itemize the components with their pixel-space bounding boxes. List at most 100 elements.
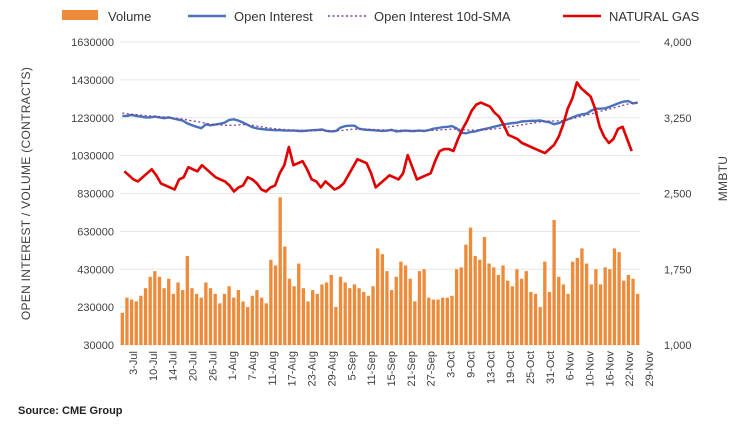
legend-label: NATURAL GAS bbox=[609, 9, 700, 24]
volume-bar bbox=[315, 293, 319, 345]
volume-bar bbox=[199, 297, 203, 345]
volume-bar bbox=[580, 248, 584, 345]
volume-bar bbox=[492, 267, 496, 345]
volume-bar bbox=[171, 293, 176, 345]
volume-bar bbox=[362, 291, 366, 345]
volume-bar bbox=[612, 248, 617, 345]
volume-bar bbox=[236, 290, 241, 345]
right-tick-label: 2,500 bbox=[664, 189, 692, 201]
legend-label: Open Interest 10d-SMA bbox=[374, 9, 511, 24]
volume-bar bbox=[454, 269, 459, 345]
x-tick-label: 29-Aug bbox=[326, 351, 338, 386]
volume-bar bbox=[557, 276, 561, 345]
source-note: Source: CME Group bbox=[18, 405, 123, 417]
legend-label: Open Interest bbox=[234, 9, 313, 24]
legend-item: Open Interest 10d-SMA bbox=[328, 9, 511, 24]
left-tick-label: 630000 bbox=[77, 226, 114, 238]
x-axis-ticks: 3-Jul 10-Jul 14-Jul 20-Jul 26-Jul 1-Aug 7-Aug 1… bbox=[128, 351, 656, 387]
x-tick-label: 27-Sep bbox=[426, 351, 438, 386]
volume-bar bbox=[547, 291, 552, 345]
legend-label: Volume bbox=[108, 9, 151, 24]
volume-bar bbox=[204, 282, 208, 345]
volume-bar bbox=[575, 257, 579, 345]
volume-bar bbox=[273, 265, 278, 345]
volume-bar bbox=[269, 259, 273, 345]
volume-bar bbox=[287, 278, 292, 345]
x-tick-label: 5-Sep bbox=[346, 351, 358, 380]
volume-bar bbox=[213, 293, 217, 345]
x-tick-label: 9-Oct bbox=[465, 351, 477, 378]
volume-bar bbox=[139, 295, 143, 345]
x-tick-label: 3-Oct bbox=[446, 351, 458, 378]
volume-bar bbox=[222, 293, 227, 345]
volume-bar bbox=[343, 282, 347, 345]
right-tick-label: 1,750 bbox=[664, 264, 692, 276]
left-axis-ticks: 1630000 1430000 1230000 1030000 830000 630000… bbox=[71, 37, 114, 352]
volume-bar bbox=[320, 284, 324, 345]
volume-bar bbox=[194, 293, 199, 345]
volume-bar bbox=[431, 299, 436, 345]
volume-bar bbox=[427, 297, 431, 345]
volume-bar bbox=[626, 274, 631, 345]
x-tick-label: 19-Oct bbox=[505, 351, 517, 384]
x-tick-label: 22-Nov bbox=[624, 351, 636, 387]
volume-bar bbox=[264, 303, 268, 345]
volume-bar bbox=[259, 297, 264, 345]
volume-bar bbox=[538, 307, 542, 345]
volume-bar bbox=[297, 263, 301, 345]
left-tick-label: 230000 bbox=[77, 302, 114, 314]
volume-bar bbox=[241, 301, 245, 345]
chart: Volume Open Interest Open Interest 10d-SMA… bbox=[19, 9, 730, 387]
volume-bar bbox=[524, 271, 528, 345]
volume-bar bbox=[594, 269, 598, 345]
volume-bar bbox=[571, 261, 575, 345]
left-tick-label: 30000 bbox=[83, 340, 114, 352]
right-tick-label: 3,250 bbox=[664, 113, 692, 125]
natural-gas-line bbox=[123, 81, 633, 193]
x-tick-label: 1-Aug bbox=[227, 351, 239, 380]
volume-bar bbox=[338, 276, 343, 345]
x-tick-label: 6-Nov bbox=[565, 351, 577, 381]
volume-bar bbox=[232, 297, 236, 345]
open-interest-line bbox=[122, 99, 638, 135]
x-tick-label: 14-Jul bbox=[168, 351, 180, 381]
volume-bar bbox=[306, 301, 310, 345]
volume-bar bbox=[543, 261, 547, 345]
volume-bar bbox=[218, 303, 222, 345]
x-tick-label: 11-Sep bbox=[366, 351, 378, 386]
volume-bar bbox=[334, 307, 338, 345]
left-tick-label: 830000 bbox=[77, 189, 114, 201]
volume-bar bbox=[143, 288, 148, 345]
x-tick-label: 3-Jul bbox=[128, 351, 140, 375]
legend-item: Open Interest bbox=[188, 9, 313, 24]
volume-bar bbox=[566, 293, 570, 345]
volume-bar bbox=[496, 274, 501, 345]
volume-bar bbox=[311, 290, 315, 345]
x-tick-label: 7-Aug bbox=[247, 351, 259, 380]
volume-bar bbox=[622, 280, 626, 345]
right-axis-ticks: 4,000 3,250 2,500 1,750 1,000 bbox=[664, 37, 692, 352]
volume-bar bbox=[478, 259, 482, 345]
volume-bar bbox=[278, 197, 282, 345]
volume-bar bbox=[162, 288, 166, 345]
x-tick-label: 20-Jul bbox=[188, 351, 200, 381]
volume-bar bbox=[603, 267, 607, 345]
volume-bar bbox=[422, 269, 426, 345]
volume-bar bbox=[190, 288, 194, 345]
volume-bar bbox=[506, 280, 510, 345]
volume-bar bbox=[324, 282, 329, 345]
volume-bar bbox=[436, 299, 440, 345]
volume-bar bbox=[631, 278, 635, 345]
volume-bar bbox=[552, 220, 556, 345]
volume-bar bbox=[561, 284, 566, 345]
x-tick-label: 10-Jul bbox=[148, 351, 160, 381]
volume-bar bbox=[598, 284, 603, 345]
x-tick-label: 23-Aug bbox=[307, 351, 319, 386]
volume-bar bbox=[584, 263, 589, 345]
volume-bar bbox=[246, 307, 250, 345]
volume-bar bbox=[292, 286, 296, 345]
volume-bar bbox=[445, 297, 449, 345]
left-tick-label: 1030000 bbox=[71, 151, 114, 163]
volume-bar bbox=[519, 278, 524, 345]
volume-bar bbox=[510, 286, 514, 345]
